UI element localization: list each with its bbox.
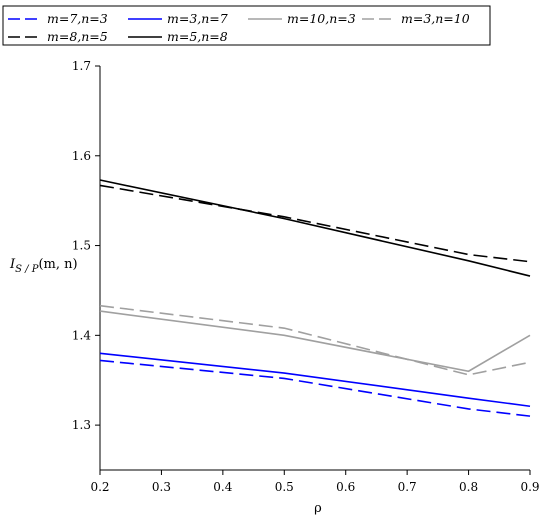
legend-label: m=5,n=8 bbox=[167, 29, 228, 44]
series-line-m-5-n-8 bbox=[99, 179, 531, 277]
y-axis-label-main: I bbox=[9, 257, 16, 272]
y-tick-label: 1.6 bbox=[72, 149, 91, 163]
x-tick-label: 0.9 bbox=[520, 480, 539, 494]
legend-label: m=3,n=7 bbox=[167, 11, 228, 26]
x-tick-label: 0.2 bbox=[90, 480, 109, 494]
axes bbox=[99, 66, 530, 471]
y-tick-label: 1.3 bbox=[72, 418, 91, 432]
series-line-m-7-n-3 bbox=[99, 359, 531, 417]
legend: m=7,n=3 m=3,n=7 m=10,n=3 m=3,n=10 m=8,n=5 m=5… bbox=[2, 5, 491, 46]
series-line-m-10-n-3 bbox=[99, 310, 531, 373]
ticks: 0.2 0.3 0.4 0.5 0.6 0.7 0.8 0.9 1.3 1.4 1.5 1.6 1.7 bbox=[72, 59, 540, 494]
x-axis-label: ρ bbox=[314, 501, 322, 516]
x-tick-label: 0.6 bbox=[336, 480, 355, 494]
y-tick-label: 1.4 bbox=[72, 328, 91, 342]
legend-label: m=10,n=3 bbox=[287, 11, 356, 26]
series-line-m-8-n-5 bbox=[99, 184, 531, 263]
series-line-m-3-n-7 bbox=[99, 352, 531, 408]
x-tick-label: 0.4 bbox=[213, 480, 232, 494]
series-line-m-3-n-10 bbox=[99, 304, 531, 376]
x-tick-label: 0.5 bbox=[275, 480, 294, 494]
legend-label: m=8,n=5 bbox=[47, 29, 108, 44]
legend-label: m=7,n=3 bbox=[47, 11, 108, 26]
x-tick-label: 0.7 bbox=[398, 480, 417, 494]
y-axis-label-sub: S / P bbox=[15, 264, 39, 275]
x-tick-label: 0.3 bbox=[152, 480, 171, 494]
y-tick-label: 1.7 bbox=[72, 59, 91, 73]
series-group bbox=[99, 179, 531, 417]
y-tick-label: 1.5 bbox=[72, 239, 91, 253]
legend-label: m=3,n=10 bbox=[401, 11, 470, 26]
y-axis-label: IS / P(m, n) bbox=[9, 257, 78, 275]
x-tick-label: 0.8 bbox=[459, 480, 478, 494]
legend-box bbox=[2, 5, 491, 46]
y-axis-label-args: (m, n) bbox=[38, 257, 77, 272]
